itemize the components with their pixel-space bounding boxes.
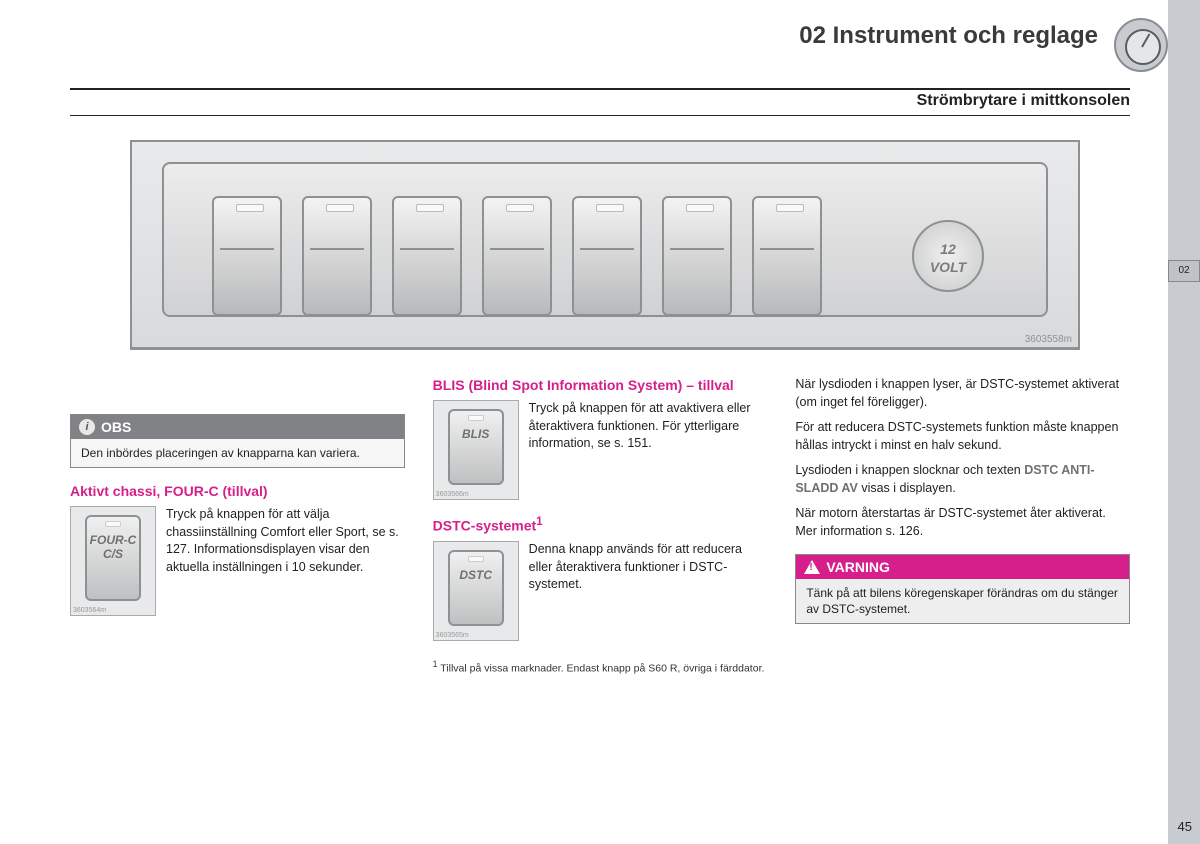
page-header: 02 Instrument och reglage — [70, 22, 1168, 74]
blis-heading: BLIS (Blind Spot Information System) – t… — [433, 376, 768, 394]
switch-row — [212, 196, 822, 316]
section-rule: Strömbrytare i mittkonsolen — [70, 88, 1130, 116]
footnote: 1 Tillval på vissa marknader. Endast kna… — [433, 659, 768, 676]
dstc-heading: DSTC-systemet1 — [433, 514, 768, 535]
warning-body: Tänk på att bilens köregenskaper förändr… — [796, 579, 1129, 623]
blis-thumb-ref: 3603566m — [436, 491, 469, 498]
rocker-switch — [482, 196, 552, 316]
dstc-heading-sup: 1 — [536, 515, 542, 528]
column-3: När lysdioden i knappen lyser, är DSTC-s… — [795, 376, 1130, 676]
chapter-tab: 02 — [1168, 260, 1200, 282]
right-p2: För att reducera DSTC-systemets funktion… — [795, 419, 1130, 454]
illustration-ref: 3603558m — [1025, 334, 1072, 345]
blis-btn-l1: BLIS — [462, 427, 489, 441]
dstc-heading-text: DSTC-systemet — [433, 518, 536, 534]
console-panel: 12 VOLT — [162, 162, 1048, 317]
column-2: BLIS (Blind Spot Information System) – t… — [433, 376, 768, 676]
obs-label: OBS — [101, 419, 131, 435]
obs-note: i OBS Den inbördes placeringen av knappa… — [70, 414, 405, 468]
right-p3a: Lysdioden i knappen slocknar och texten — [795, 463, 1024, 477]
warning-label: VARNING — [826, 559, 890, 575]
fourc-thumb: FOUR-C C/S 3603564m — [70, 506, 156, 616]
right-p3: Lysdioden i knappen slocknar och texten … — [795, 462, 1130, 497]
right-p1: När lysdioden i knappen lyser, är DSTC-s… — [795, 376, 1130, 411]
dstc-thumb-ref: 3603565m — [436, 632, 469, 639]
warning-header: VARNING — [796, 555, 1129, 579]
rocker-switch — [752, 196, 822, 316]
column-1: i OBS Den inbördes placeringen av knappa… — [70, 376, 405, 676]
obs-body: Den inbördes placeringen av knapparna ka… — [71, 439, 404, 467]
fourc-entry: FOUR-C C/S 3603564m Tryck på knappen för… — [70, 506, 405, 616]
footnote-text: Tillval på vissa marknader. Endast knapp… — [440, 663, 764, 675]
right-p4: När motorn återstartas är DSTC-systemet … — [795, 505, 1130, 540]
blis-thumb: BLIS 3603566m — [433, 400, 519, 500]
dstc-entry: DSTC 3603565m Denna knapp används för at… — [433, 541, 768, 641]
obs-header: i OBS — [71, 415, 404, 439]
dstc-button-graphic: DSTC — [448, 550, 504, 626]
volt-line2: VOLT — [930, 259, 966, 275]
right-p3c: visas i displayen. — [858, 481, 956, 495]
chapter-title: 02 Instrument och reglage — [799, 22, 1098, 50]
fourc-text: Tryck på knappen för att välja chassiins… — [166, 506, 405, 576]
volt-line1: 12 — [940, 241, 956, 257]
warning-box: VARNING Tänk på att bilens köregenskaper… — [795, 554, 1130, 624]
blis-text: Tryck på knappen för att avaktivera elle… — [529, 400, 768, 453]
gauge-icon — [1114, 18, 1168, 72]
fourc-button-graphic: FOUR-C C/S — [85, 515, 141, 601]
right-gutter: 02 — [1168, 0, 1200, 844]
rocker-switch — [662, 196, 732, 316]
dstc-text: Denna knapp används för att reducera ell… — [529, 541, 768, 594]
fourc-heading: Aktivt chassi, FOUR-C (tillval) — [70, 482, 405, 500]
rocker-switch — [302, 196, 372, 316]
footnote-marker: 1 — [433, 659, 438, 669]
console-illustration: 12 VOLT 3603558m — [130, 140, 1080, 350]
page-number: 45 — [1178, 819, 1192, 834]
warning-icon — [804, 560, 820, 574]
body-columns: i OBS Den inbördes placeringen av knappa… — [70, 376, 1130, 676]
fourc-thumb-ref: 3603564m — [73, 607, 106, 614]
section-title: Strömbrytare i mittkonsolen — [70, 90, 1130, 110]
rocker-switch — [212, 196, 282, 316]
dstc-btn-l1: DSTC — [459, 568, 492, 582]
fourc-btn-l1: FOUR-C — [90, 533, 137, 547]
info-icon: i — [79, 419, 95, 435]
blis-entry: BLIS 3603566m Tryck på knappen för att a… — [433, 400, 768, 500]
rocker-switch — [392, 196, 462, 316]
rocker-switch — [572, 196, 642, 316]
dstc-thumb: DSTC 3603565m — [433, 541, 519, 641]
fourc-btn-l2: C/S — [103, 547, 123, 561]
blis-button-graphic: BLIS — [448, 409, 504, 485]
volt-socket: 12 VOLT — [912, 220, 984, 292]
